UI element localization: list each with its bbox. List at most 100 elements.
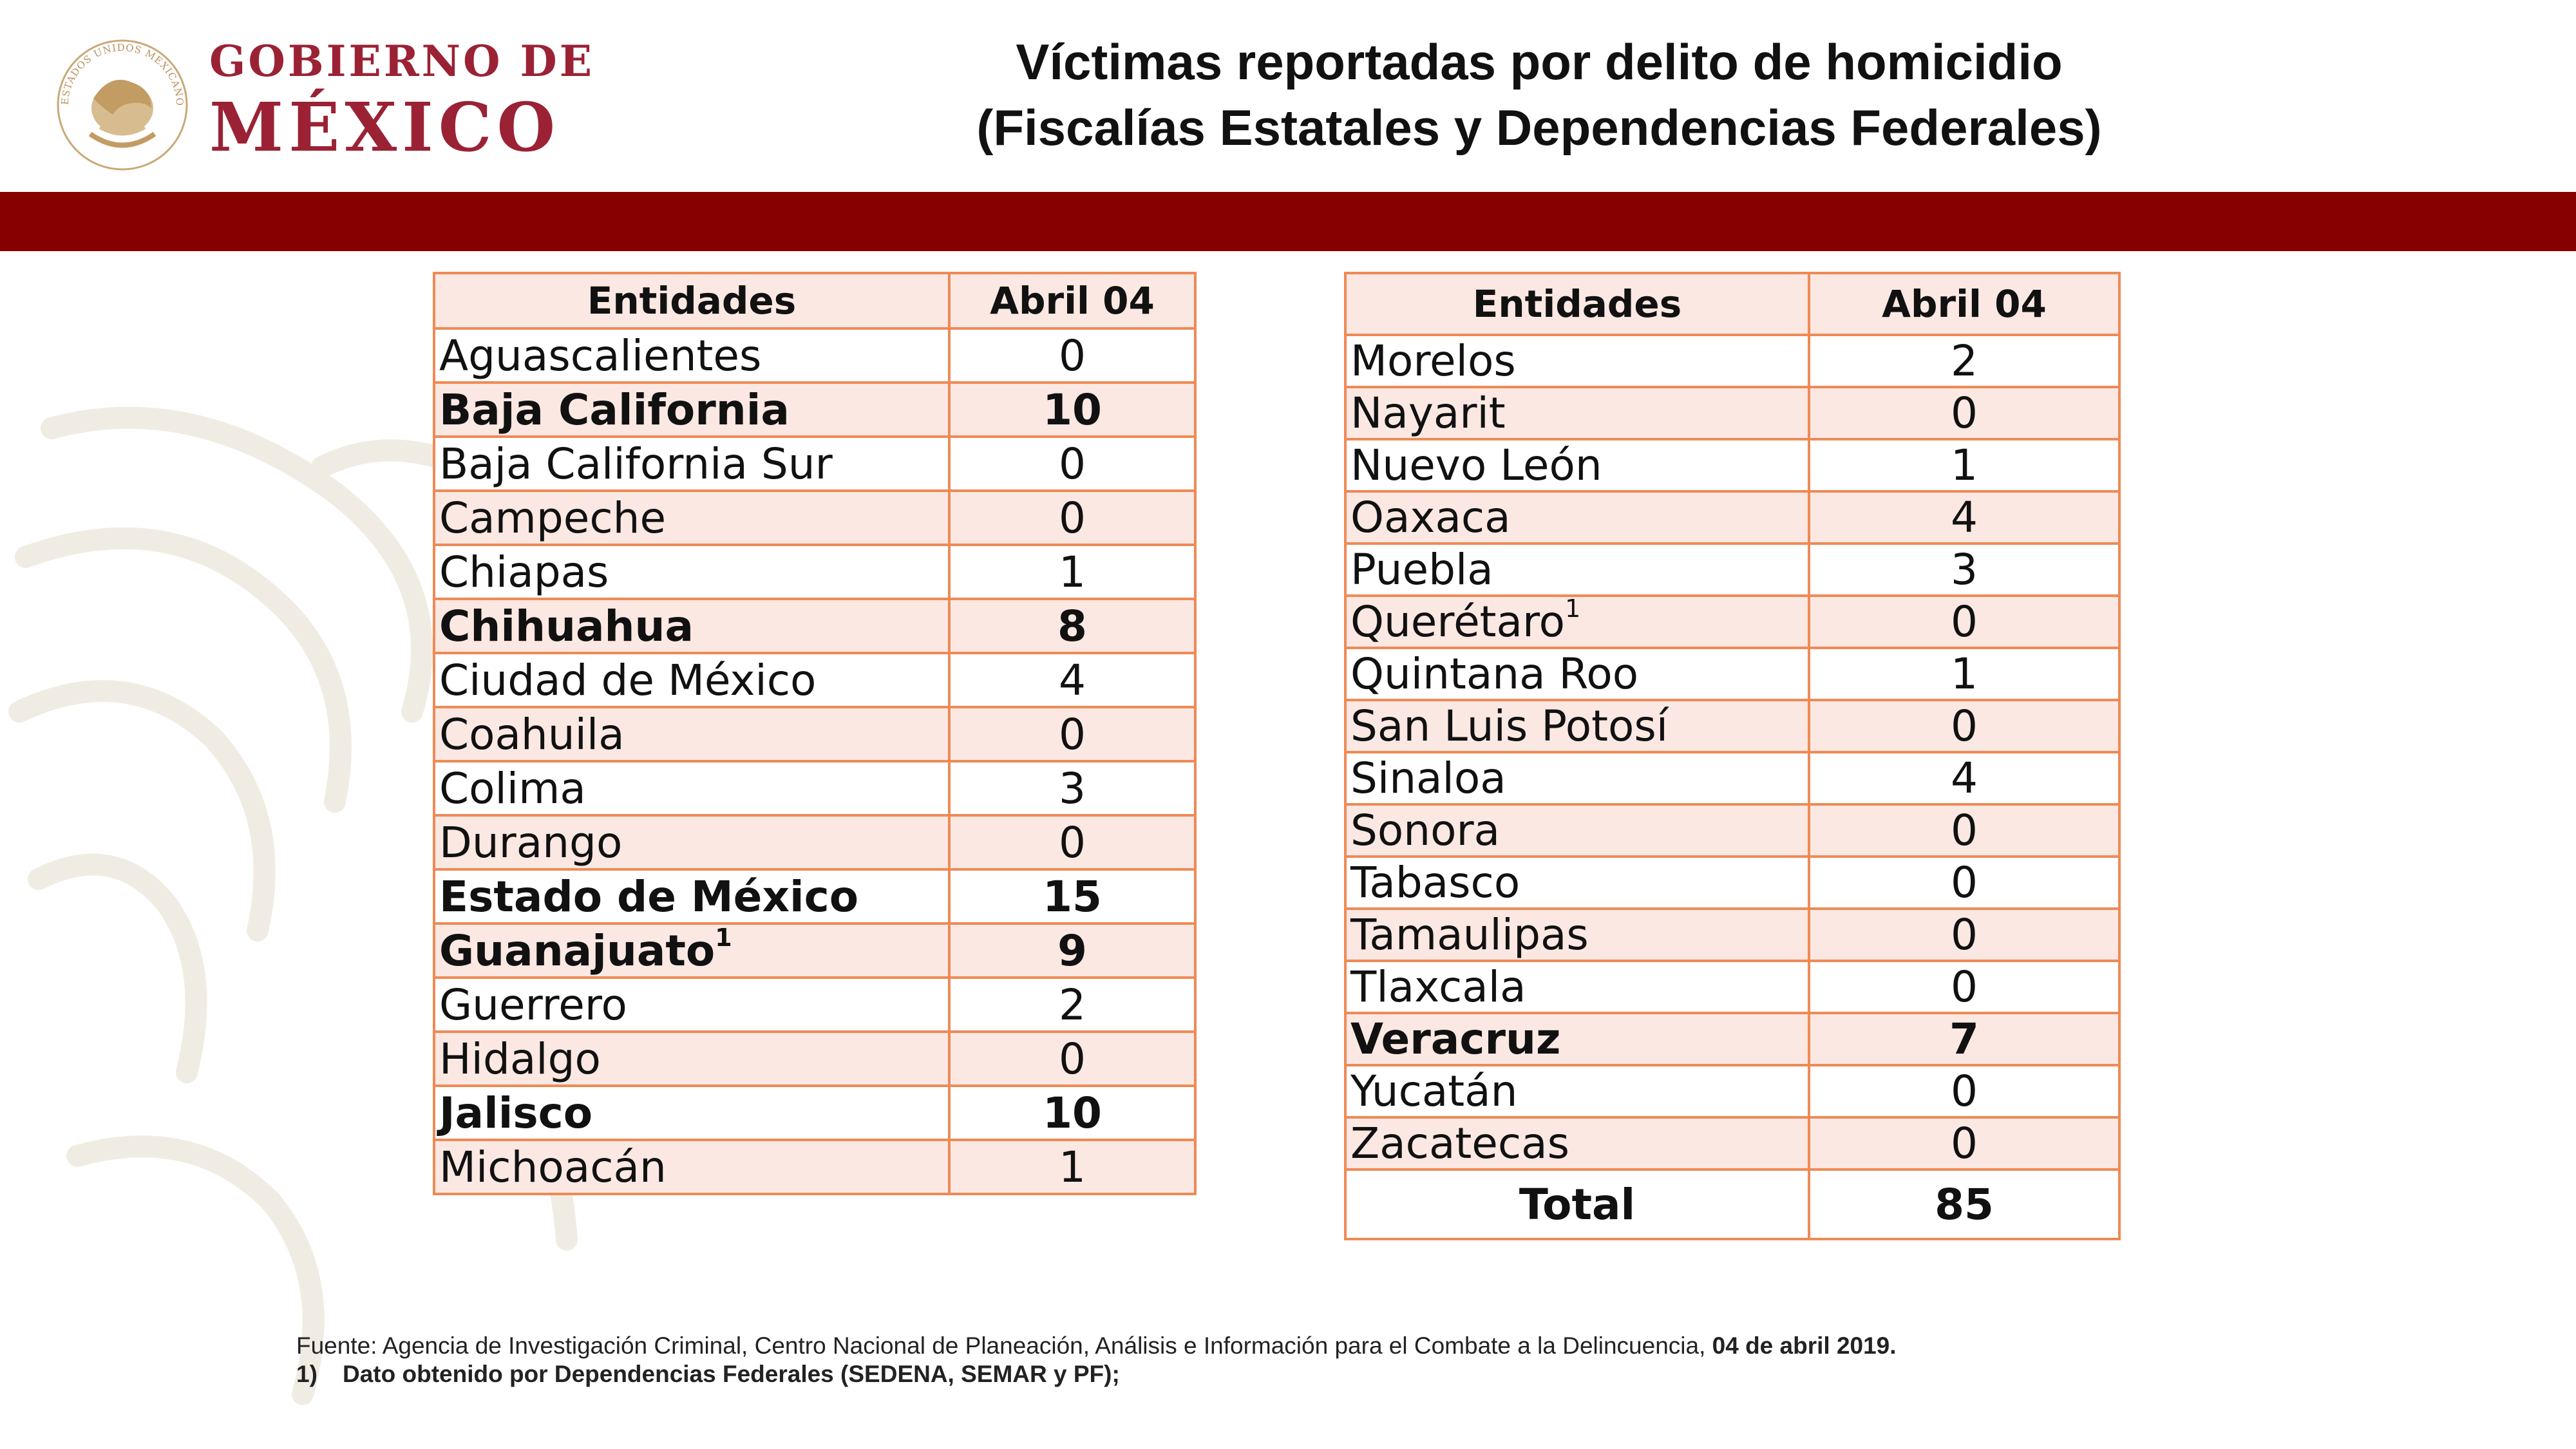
entity-name: Tlaxcala [1344, 960, 1810, 1014]
header: ESTADOS UNIDOS MEXICANOS GOBIERNO DE MÉX… [0, 0, 2576, 192]
entity-label: Puebla [1350, 545, 1493, 594]
footnote-text: Dato obtenido por Dependencias Federales… [343, 1361, 1120, 1387]
entity-name: Estado de México [433, 868, 951, 925]
victim-count: 0 [948, 706, 1197, 762]
table-header-row: Entidades Abril 04 [433, 272, 1197, 330]
entity-name: Michoacán [433, 1139, 951, 1195]
victim-count: 3 [1808, 542, 2121, 597]
entity-label: Chiapas [439, 547, 609, 597]
government-logo: GOBIERNO DE MÉXICO [209, 40, 594, 161]
entity-name: Nayarit [1344, 386, 1810, 440]
victim-count: 1 [1808, 647, 2121, 701]
entity-name: Morelos [1344, 334, 1810, 388]
source-note: Fuente: Agencia de Investigación Crimina… [296, 1332, 1897, 1360]
victim-count: 0 [948, 489, 1197, 546]
total-value: 85 [1808, 1168, 2121, 1240]
entity-label: Querétaro [1350, 597, 1566, 647]
title-line-1: Víctimas reportadas por delito de homici… [1016, 33, 2063, 90]
table-row: Puebla 3 [1344, 542, 2121, 597]
entity-label: Tlaxcala [1350, 962, 1526, 1012]
table-row: Morelos 2 [1344, 334, 2121, 388]
table-row: Estado de México 15 [433, 868, 1197, 925]
table-row: Tlaxcala 0 [1344, 960, 2121, 1014]
table-row: Hidalgo 0 [433, 1030, 1197, 1087]
victim-count: 0 [1808, 699, 2121, 753]
entity-label: Zacatecas [1350, 1119, 1569, 1168]
table-row: Aguascalientes 0 [433, 327, 1197, 384]
coat-of-arms-icon: ESTADOS UNIDOS MEXICANOS [55, 37, 188, 171]
entity-label: Estado de México [439, 871, 859, 922]
victim-count: 0 [1808, 594, 2121, 649]
footer: Fuente: Agencia de Investigación Crimina… [296, 1332, 1897, 1388]
entity-label: Coahuila [439, 709, 625, 759]
entity-name: Colima [433, 760, 951, 817]
victim-count: 0 [1808, 803, 2121, 858]
victim-count: 4 [1808, 490, 2121, 545]
entity-label: Sonora [1350, 806, 1501, 855]
victim-count: 2 [1808, 334, 2121, 388]
table-header-row: Entidades Abril 04 [1344, 272, 2121, 336]
table-row: Ciudad de México 4 [433, 652, 1197, 708]
entity-label: Chihuahua [439, 601, 694, 651]
table-row: Chiapas 1 [433, 544, 1197, 600]
victim-count: 0 [948, 1030, 1197, 1087]
title-line-2: (Fiscalías Estatales y Dependencias Fede… [976, 99, 2102, 156]
table-row: Guanajuato1 9 [433, 922, 1197, 979]
entity-name: Durango [433, 814, 951, 871]
entity-label: Michoacán [439, 1142, 667, 1192]
column-header-entity: Entidades [433, 272, 951, 330]
homicide-table-right: Entidades Abril 04 Morelos 2 Nayarit 0 Nuevo… [1344, 272, 2121, 1240]
entity-name: Tamaulipas [1344, 907, 1810, 962]
entity-name: Oaxaca [1344, 490, 1810, 545]
victim-count: 0 [1808, 1064, 2121, 1119]
victim-count: 1 [1808, 438, 2121, 493]
victim-count: 0 [948, 327, 1197, 384]
entity-label: Nuevo León [1350, 440, 1602, 490]
table-row: Tamaulipas 0 [1344, 907, 2121, 962]
entity-label: Aguascalientes [439, 330, 762, 381]
victim-count: 4 [948, 652, 1197, 708]
entity-label: Sinaloa [1350, 753, 1506, 803]
entity-label: Yucatán [1350, 1066, 1518, 1116]
entity-name: Sinaloa [1344, 751, 1810, 806]
entity-label: Veracruz [1350, 1014, 1561, 1064]
victim-count: 0 [1808, 1116, 2121, 1171]
table-row: Veracruz 7 [1344, 1012, 2121, 1066]
entity-name: Ciudad de México [433, 652, 951, 708]
victim-count: 0 [1808, 855, 2121, 910]
entity-label: Ciudad de México [439, 655, 817, 705]
entity-name: Guanajuato1 [433, 922, 951, 979]
entity-label: Guerrero [439, 980, 627, 1030]
entity-label: San Luis Potosí [1350, 701, 1669, 751]
column-header-entity: Entidades [1344, 272, 1810, 336]
victim-count: 4 [1808, 751, 2121, 806]
victim-count: 1 [948, 544, 1197, 600]
entity-name: Chiapas [433, 544, 951, 600]
table-row: Jalisco 10 [433, 1084, 1197, 1141]
table-row: Zacatecas 0 [1344, 1116, 2121, 1171]
footnote-marker: 1 [715, 923, 732, 952]
table-row: Campeche 0 [433, 489, 1197, 546]
table-row: Coahuila 0 [433, 706, 1197, 762]
victim-count: 7 [1808, 1012, 2121, 1066]
entity-name: Veracruz [1344, 1012, 1810, 1066]
entity-name: San Luis Potosí [1344, 699, 1810, 753]
table-row: Sonora 0 [1344, 803, 2121, 858]
table-row: Baja California 10 [433, 381, 1197, 438]
entity-name: Tabasco [1344, 855, 1810, 910]
entity-name: Baja California [433, 381, 951, 438]
table-row: Nayarit 0 [1344, 386, 2121, 440]
table-row: Quintana Roo 1 [1344, 647, 2121, 701]
table-row: Michoacán 1 [433, 1139, 1197, 1195]
footnote-marker: 1 [1565, 594, 1581, 623]
entity-label: Nayarit [1350, 388, 1506, 438]
table-row: Oaxaca 4 [1344, 490, 2121, 545]
entity-name: Jalisco [433, 1084, 951, 1141]
entity-name: Aguascalientes [433, 327, 951, 384]
victim-count: 10 [948, 381, 1197, 438]
entity-name: Puebla [1344, 542, 1810, 597]
entity-name: Zacatecas [1344, 1116, 1810, 1171]
victim-count: 1 [948, 1139, 1197, 1195]
entity-label: Hidalgo [439, 1034, 601, 1084]
footnote-number: 1) [296, 1361, 317, 1387]
